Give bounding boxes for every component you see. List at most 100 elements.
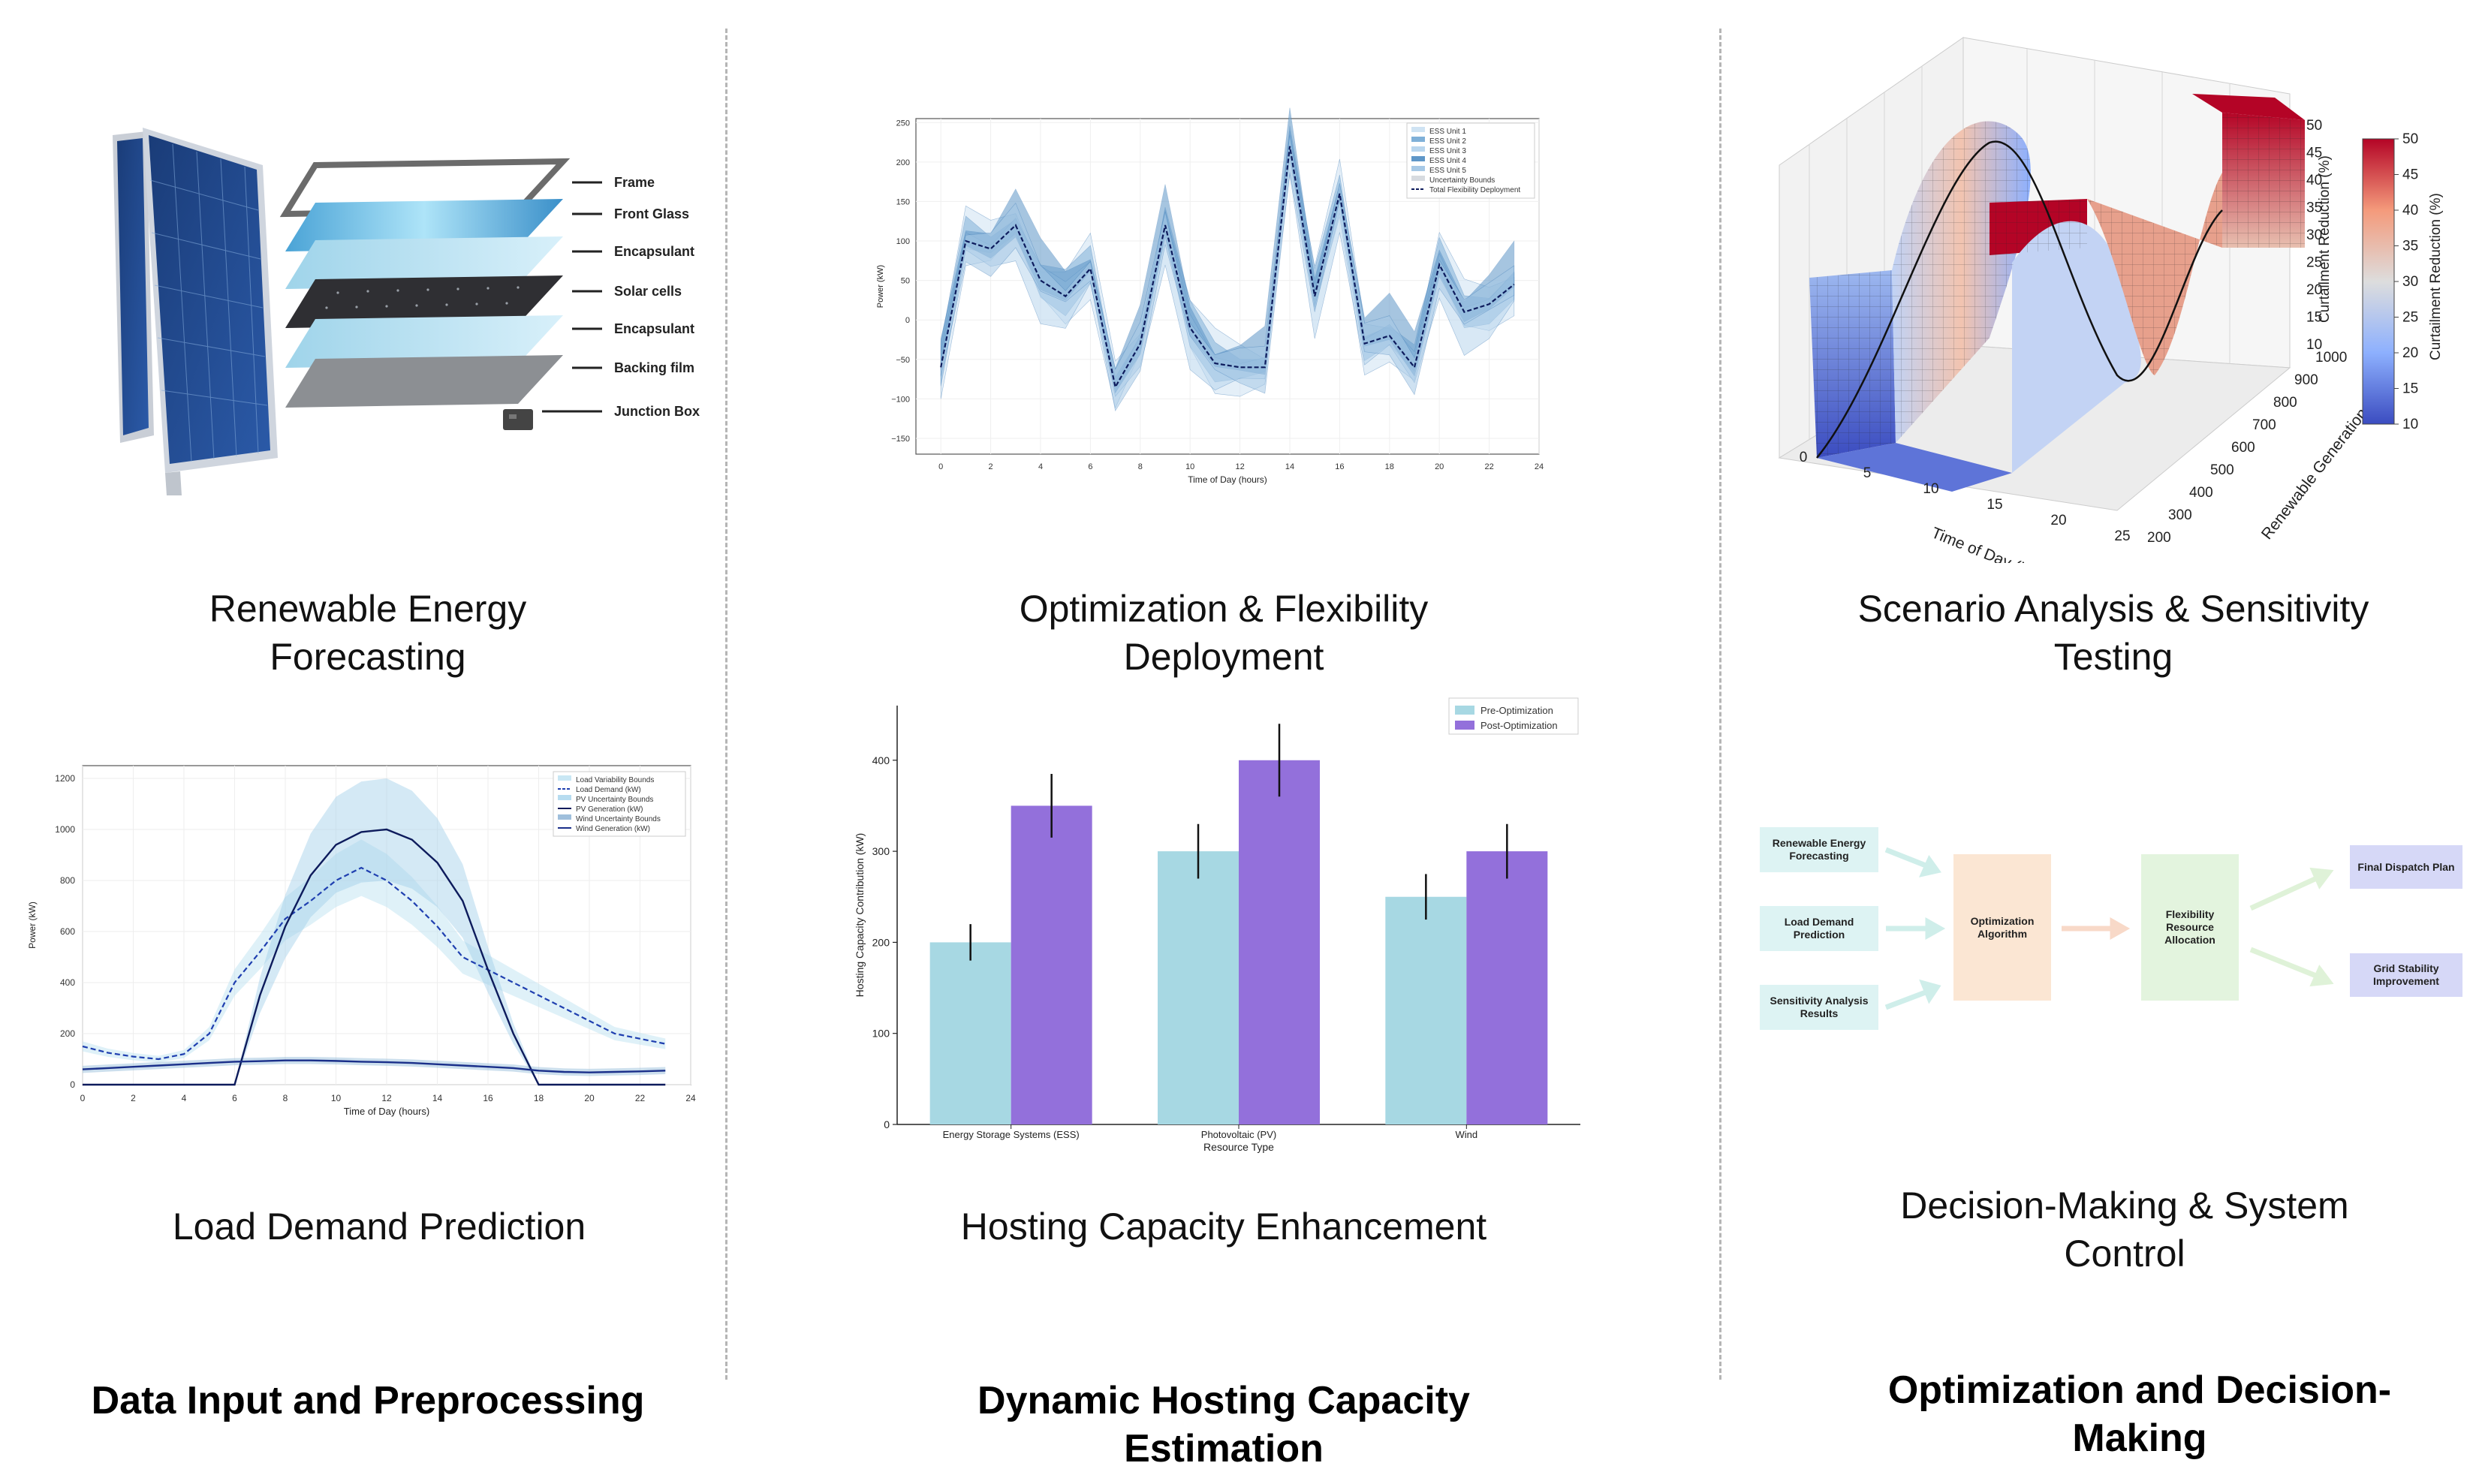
caption-optimization-line-2: Deployment [1123, 636, 1324, 678]
solar-cells-layer [285, 275, 563, 328]
load-x-tick-label: 0 [80, 1093, 86, 1103]
ess-legend-label: ESS Unit 3 [1429, 147, 1466, 155]
ess-x-tick-label: 6 [1088, 462, 1092, 471]
section-hosting-estimation-line-2: Estimation [1124, 1427, 1324, 1470]
ess-legend-label: Uncertainty Bounds [1429, 176, 1495, 185]
surface-x-tick-label: 20 [2050, 513, 2066, 528]
ess-legend-swatch [1411, 137, 1425, 142]
layer-label-junction-box: Junction Box [614, 404, 700, 419]
section-data-input: Data Input and Preprocessing [45, 1377, 691, 1425]
surface-colorbar [2362, 138, 2395, 425]
bar-pre-optimization [1158, 851, 1239, 1124]
ess-y-tick-label: 200 [896, 158, 910, 167]
caption-scenario-line-1: Scenario Analysis & Sensitivity [1857, 588, 2369, 630]
surface-z-tick-label: 15 [2306, 310, 2322, 326]
ess-legend-label: ESS Unit 4 [1429, 157, 1466, 165]
bar-post-optimization [1466, 851, 1548, 1124]
surface-z-tick-label: 30 [2306, 227, 2322, 243]
surface-x-tick-label: 0 [1800, 450, 1808, 465]
ess-x-tick-label: 2 [989, 462, 993, 471]
load-legend-label: PV Uncertainty Bounds [576, 796, 653, 804]
surface-y-tick-label: 200 [2147, 530, 2171, 546]
colorbar-tick-label: 45 [2402, 167, 2418, 183]
colorbar-tick-label: 15 [2402, 381, 2418, 397]
load-x-tick-label: 6 [232, 1093, 237, 1103]
load-legend-label: Wind Generation (kW) [576, 825, 650, 833]
ess-x-tick-label: 18 [1385, 462, 1394, 471]
ess-legend-label: Total Flexibility Deployment [1429, 186, 1520, 194]
load-x-tick-label: 2 [131, 1093, 136, 1103]
load-x-tick-label: 4 [182, 1093, 187, 1103]
pv-generation-line [83, 828, 666, 1086]
front-panel [143, 128, 278, 495]
ess-y-tick-label: −100 [891, 395, 910, 404]
load-demand-chart: 0 2 4 6 8 10 12 14 16 18 20 22 241200100080060040020… [27, 765, 696, 1117]
surface-z-tick-label: 50 [2306, 118, 2322, 134]
flow-input-load: Load Demand Prediction [1760, 906, 1878, 951]
caption-load-demand-line: Load Demand Prediction [172, 1206, 586, 1248]
surface-y-tick-label: 600 [2231, 440, 2255, 456]
load-x-tick-label: 14 [432, 1093, 443, 1103]
layer-label-frame: Frame [614, 175, 655, 190]
load-x-axis-label: Time of Day (hours) [344, 1106, 429, 1117]
load-y-tick-label: 0 [70, 1079, 75, 1090]
load-y-axis-label: Power (kW) [27, 902, 38, 949]
surface-x-tick-label: 15 [1987, 497, 2002, 513]
caption-forecasting-line-2: Forecasting [270, 636, 466, 678]
bar-x-tick-label: Photovoltaic (PV) [1201, 1129, 1276, 1140]
load-legend-box [553, 771, 686, 837]
ess-flexibility-chart: 0 2 4 6 8 10 12 14 16 18 20 22 24250200150100500−50−… [876, 107, 1544, 485]
section-optimization-decision-line-1: Optimization and Decision- [1887, 1368, 2392, 1412]
flow-input-forecasting: Renewable Energy Forecasting [1760, 827, 1878, 872]
load-x-tick-label: 12 [381, 1093, 392, 1103]
bar-y-axis-label: Hosting Capacity Contribution (kW) [854, 833, 866, 998]
bar-y-tick-label: 300 [872, 845, 890, 857]
caption-hosting-line: Hosting Capacity Enhancement [960, 1206, 1487, 1248]
backing-film-layer [285, 355, 563, 408]
ess-x-tick-label: 16 [1335, 462, 1344, 471]
surface-x-tick-label: 10 [1923, 481, 1938, 497]
bar-post-optimization [1239, 760, 1320, 1124]
caption-scenario-line-2: Testing [2053, 636, 2173, 678]
flow-output-dispatch: Final Dispatch Plan [2350, 845, 2462, 889]
bar-y-tick-label: 100 [872, 1028, 890, 1040]
flow-arrow-sensitivity [1884, 979, 1941, 1010]
load-y-tick-label: 400 [60, 977, 75, 988]
surface-y-tick-label: 1000 [2315, 350, 2347, 366]
caption-decision: Decision-Making & System Control [1817, 1181, 2432, 1278]
bar-post-optimization [1011, 805, 1092, 1124]
flow-arrow-forecast [1884, 847, 1941, 877]
load-demand-line [82, 866, 666, 1061]
layer-label-front-glass: Front Glass [614, 206, 689, 221]
ess-legend-swatch [1411, 156, 1425, 161]
load-legend-label: Wind Uncertainty Bounds [576, 815, 661, 823]
surface-x-axis-title: Time of Day (hours) [1929, 524, 2064, 563]
surface-z-tick-label: 25 [2306, 255, 2322, 271]
layer-label-encapsulant-2: Encapsulant [614, 321, 694, 336]
colorbar-tick-label: 35 [2402, 239, 2418, 254]
load-legend: Load Variability Bounds Load Demand (kW) P… [553, 771, 686, 837]
ess-y-tick-label: −150 [891, 435, 910, 444]
load-y-tick-label: 800 [60, 875, 75, 886]
ess-x-axis-label: Time of Day (hours) [1188, 474, 1267, 485]
column-divider-left [725, 29, 727, 1380]
solar-panel-illustration: Frame Front Glass Encapsulant Solar cell… [113, 128, 700, 495]
section-data-input-line-1: Data Input and Preprocessing [91, 1379, 645, 1422]
flow-arrow-dispatch [2249, 867, 2334, 911]
load-x-tick-label: 8 [283, 1093, 288, 1103]
ess-y-tick-label: −50 [896, 356, 910, 365]
surface-y-tick-label: 300 [2168, 507, 2192, 523]
colorbar-tick-label: 10 [2402, 417, 2418, 432]
surface-y-tick-label: 900 [2294, 372, 2318, 388]
surface-x-tick-label: 5 [1863, 465, 1872, 481]
ess-legend-label: ESS Unit 2 [1429, 137, 1466, 146]
ess-legend-swatch [1411, 127, 1425, 132]
ess-x-tick-label: 20 [1435, 462, 1444, 471]
ess-x-tick-label: 10 [1185, 462, 1194, 471]
colorbar-tick-label: 40 [2402, 203, 2418, 218]
caption-optimization-line-1: Optimization & Flexibility [1019, 588, 1429, 630]
load-x-tick-label: 18 [534, 1093, 544, 1103]
ess-y-tick-label: 100 [896, 237, 910, 246]
caption-hosting: Hosting Capacity Enhancement [886, 1203, 1562, 1251]
